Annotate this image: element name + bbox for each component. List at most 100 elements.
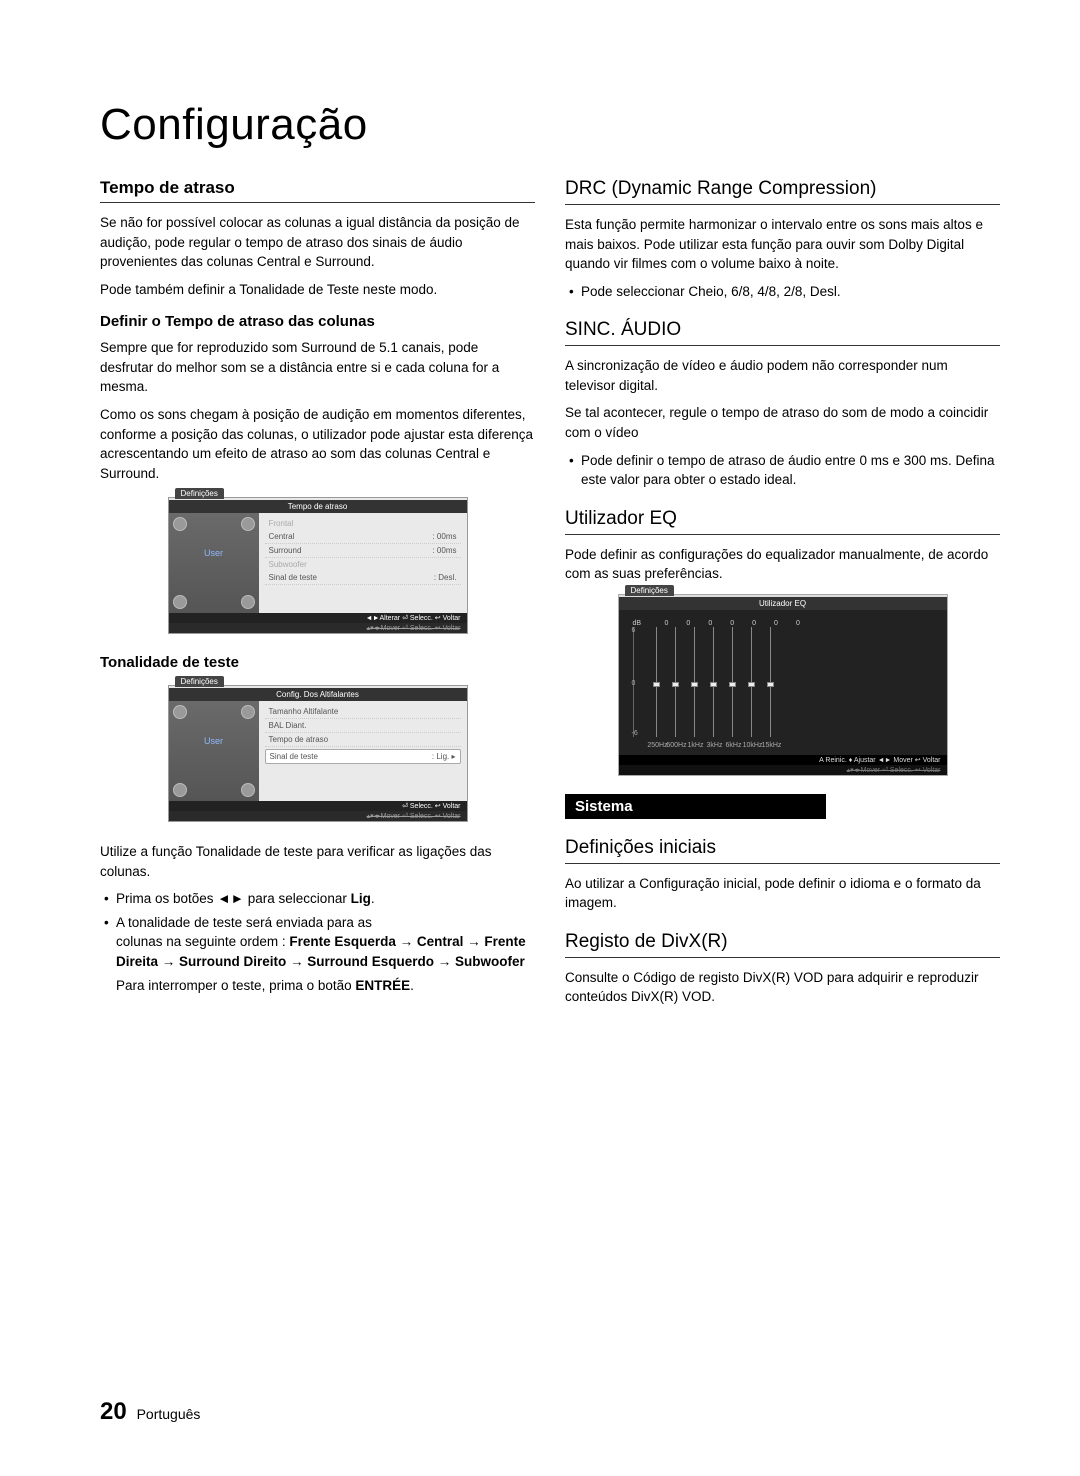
eq-y-label: 0 — [632, 680, 636, 687]
eq-band: 10kHz — [751, 627, 752, 737]
section-bar-sistema: Sistema — [565, 794, 826, 819]
ss2-title: Config. Dos Altifalantes — [169, 688, 467, 701]
drc-bullet: Pode seleccionar Cheio, 6/8, 4/8, 2/8, D… — [569, 282, 1000, 302]
eq-top-val: 0 — [774, 620, 778, 627]
divx-p: Consulte o Código de registo DivX(R) VOD… — [565, 968, 1000, 1007]
speaker-icon — [241, 517, 255, 531]
heading-sinc: SINC. ÁUDIO — [565, 319, 1000, 346]
sinc-p2: Se tal acontecer, regule o tempo de atra… — [565, 403, 1000, 442]
tempo-p2: Pode também definir a Tonalidade de Test… — [100, 280, 535, 300]
ss2-row-val: : Lig. ▸ — [432, 752, 456, 761]
ss2-row-label: Sinal de teste — [270, 752, 318, 761]
page-footer: 20 Português — [100, 1398, 200, 1426]
eq-db-label: dB — [633, 620, 642, 627]
ss1-title: Tempo de atraso — [169, 500, 467, 513]
page-number: 20 — [100, 1398, 127, 1425]
sinc-bullet: Pode definir o tempo de atraso de áudio … — [569, 451, 1000, 490]
eq-band: 3kHz — [713, 627, 714, 737]
ss1-row-val: : Desl. — [434, 573, 457, 582]
speaker-icon — [241, 595, 255, 609]
eq-band: 1kHz — [694, 627, 695, 737]
eq-band: 600Hz — [675, 627, 676, 737]
tonalidade-bullets: Prima os botões ◄► para seleccionar Lig.… — [104, 889, 535, 995]
eq-y-label: -6 — [632, 730, 638, 737]
eq-slider-icon — [653, 682, 660, 687]
ss2-sidebar: User — [169, 701, 259, 801]
right-column: DRC (Dynamic Range Compression) Esta fun… — [565, 178, 1000, 1015]
eq-title: Utilizador EQ — [619, 597, 947, 610]
speaker-icon — [173, 705, 187, 719]
tonalidade-p: Utilize a função Tonalidade de teste par… — [100, 842, 535, 881]
eq-footer2: ▴▾◂▸Mover ⏎ Selecc. ↩ Voltar — [619, 765, 947, 775]
speaker-icon — [241, 705, 255, 719]
eq-top-val: 0 — [665, 620, 669, 627]
eq-footer: A Reinic. ♦ Ajustar ◄► Mover ↩ Voltar — [619, 755, 947, 765]
bullet-order: A tonalidade de teste será enviada para … — [104, 913, 535, 995]
sinc-p1: A sincronização de vídeo e áudio podem n… — [565, 356, 1000, 395]
heading-eq: Utilizador EQ — [565, 508, 1000, 535]
tempo-p4: Como os sons chegam à posição de audição… — [100, 405, 535, 483]
ss2-main: Tamanho Altifalante BAL Diant. Tempo de … — [259, 701, 467, 801]
eq-band: 15kHz — [770, 627, 771, 737]
speaker-icon — [173, 595, 187, 609]
heading-definicoes: Definições iniciais — [565, 837, 1000, 864]
speaker-icon — [173, 517, 187, 531]
speaker-icon — [173, 783, 187, 797]
eq-top-val: 0 — [796, 620, 800, 627]
drc-p: Esta função permite harmonizar o interva… — [565, 215, 1000, 274]
ss1-row-label: Frontal — [269, 519, 294, 528]
eq-band: 6kHz — [732, 627, 733, 737]
page-language: Português — [137, 1406, 201, 1422]
heading-tempo: Tempo de atraso — [100, 178, 535, 203]
speaker-icon — [241, 783, 255, 797]
subheading-definir: Definir o Tempo de atraso das colunas — [100, 313, 535, 330]
screenshot-tempo-atraso: Definições Tempo de atraso User Frontal … — [168, 497, 468, 634]
definicoes-p: Ao utilizar a Configuração inicial, pode… — [565, 874, 1000, 913]
eq-top-val: 0 — [686, 620, 690, 627]
eq-tab: Definições — [625, 585, 674, 596]
ss1-row-val: : 00ms — [432, 532, 456, 541]
eq-slider-icon — [691, 682, 698, 687]
eq-slider-icon — [748, 682, 755, 687]
ss1-tab: Definições — [175, 488, 224, 499]
heading-drc: DRC (Dynamic Range Compression) — [565, 178, 1000, 205]
content-columns: Tempo de atraso Se não for possível colo… — [100, 178, 1000, 1015]
eq-top-val: 0 — [730, 620, 734, 627]
ss1-row-val: : 00ms — [432, 546, 456, 555]
ss2-row-label: Tempo de atraso — [269, 735, 329, 744]
ss1-footer: ◄►Alterar ⏎ Selecc. ↩ Voltar — [169, 613, 467, 623]
left-column: Tempo de atraso Se não for possível colo… — [100, 178, 535, 1015]
ss1-main: Frontal Central : 00ms Surround : 00ms Sub… — [259, 513, 467, 613]
bullet-lig: Prima os botões ◄► para seleccionar Lig. — [104, 889, 535, 909]
eq-band: 250Hz — [656, 627, 657, 737]
ss2-footer2: ▴▾◂▸Mover ⏎ Selecc. ↩ Voltar — [169, 811, 467, 821]
ss1-row-label: Sinal de teste — [269, 573, 317, 582]
eq-top-val: 0 — [708, 620, 712, 627]
ss2-row-label: Tamanho Altifalante — [269, 707, 339, 716]
eq-slider-icon — [672, 682, 679, 687]
ss1-sidebar: User — [169, 513, 259, 613]
tempo-p1: Se não for possível colocar as colunas a… — [100, 213, 535, 272]
ss1-row-label: Central — [269, 532, 295, 541]
screenshot-eq: Definições Utilizador EQ dB 0 0 0 0 0 0 … — [618, 594, 948, 776]
heading-tonalidade: Tonalidade de teste — [100, 654, 535, 671]
eq-x-label: 15kHz — [760, 742, 784, 749]
page-title: Configuração — [100, 100, 1000, 150]
ss1-row-label: Subwoofer — [269, 560, 307, 569]
eq-y-label: 6 — [632, 627, 636, 634]
ss2-row-label: BAL Diant. — [269, 721, 307, 730]
ss1-user: User — [204, 548, 223, 558]
ss1-footer2: ▴▾◂▸Mover ⏎ Selecc. ↩ Voltar — [169, 623, 467, 633]
ss1-row-label: Surround — [269, 546, 302, 555]
eq-slider-icon — [710, 682, 717, 687]
eq-p: Pode definir as configurações do equaliz… — [565, 545, 1000, 584]
heading-divx: Registo de DivX(R) — [565, 931, 1000, 958]
eq-top-val: 0 — [752, 620, 756, 627]
eq-slider-icon — [729, 682, 736, 687]
eq-slider-icon — [767, 682, 774, 687]
eq-grid: 6 0 -6 250Hz 600Hz 1kHz 3kHz 6kHz 10kHz … — [633, 627, 933, 737]
ss2-user: User — [204, 736, 223, 746]
ss2-tab: Definições — [175, 676, 224, 687]
ss2-footer: ⏎ Selecc. ↩ Voltar — [169, 801, 467, 811]
tempo-p3: Sempre que for reproduzido som Surround … — [100, 338, 535, 397]
